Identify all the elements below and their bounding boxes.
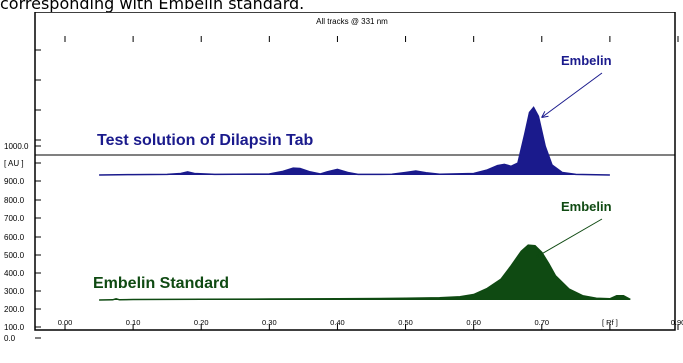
series-line-test bbox=[99, 106, 610, 176]
x-tick-label: 0.10 bbox=[126, 318, 141, 327]
peak-arrow-test bbox=[541, 72, 603, 118]
x-tick-label: 0.30 bbox=[262, 318, 277, 327]
x-tick-label: 0.60 bbox=[466, 318, 481, 327]
y-tick-label: 800.0 bbox=[4, 196, 25, 205]
x-tick-label: 0.20 bbox=[194, 318, 209, 327]
series-fill-standard bbox=[99, 245, 631, 300]
plot-frame bbox=[34, 11, 676, 331]
y-tick-label: 300.0 bbox=[4, 287, 25, 296]
series-line-standard bbox=[99, 244, 631, 301]
peak-label-standard: Embelin bbox=[561, 199, 612, 214]
chart-frame: All tracks @ 331 nm 1000.0 [ AU ] 900.0 800.… bbox=[0, 11, 683, 358]
series-name-standard: Embelin Standard bbox=[93, 275, 229, 292]
y-tick-label: 900.0 bbox=[4, 177, 25, 186]
y-tick-label: 400.0 bbox=[4, 269, 25, 278]
y-tick-label: 600.0 bbox=[4, 233, 25, 242]
y-tick-label: 200.0 bbox=[4, 305, 25, 314]
labels-layer: All tracks @ 331 nm 1000.0 [ AU ] 900.0 800.… bbox=[4, 17, 683, 343]
peak-arrowhead-test bbox=[541, 111, 549, 118]
peak-arrowhead-standard bbox=[535, 251, 544, 258]
series-name-test: Test solution of Dilapsin Tab bbox=[97, 132, 314, 149]
y-tick-label: 700.0 bbox=[4, 214, 25, 223]
x-tick-label: 0.70 bbox=[534, 318, 549, 327]
x-tick-label: 0.00 bbox=[58, 318, 73, 327]
y-tick-label: 1000.0 bbox=[4, 142, 29, 151]
caption-fragment: corresponding with Embelin standard. bbox=[0, 0, 305, 13]
chart-title: All tracks @ 331 nm bbox=[316, 17, 388, 26]
series-layer bbox=[99, 106, 631, 301]
x-axis-unit-label: [ Rf ] bbox=[602, 318, 618, 327]
y-tick-label: 0.0 bbox=[4, 334, 16, 343]
chromatogram-chart: All tracks @ 331 nm 1000.0 [ AU ] 900.0 800.… bbox=[4, 11, 683, 343]
peak-label-test: Embelin bbox=[561, 53, 612, 68]
y-axis-unit-label: [ AU ] bbox=[4, 159, 24, 168]
y-tick-label: 100.0 bbox=[4, 323, 25, 332]
y-tick-label: 500.0 bbox=[4, 251, 25, 260]
x-tick-label: 0.90 bbox=[671, 318, 683, 327]
axes-layer bbox=[34, 11, 679, 339]
peak-arrow-standard bbox=[535, 218, 603, 258]
x-tick-label: 0.50 bbox=[398, 318, 413, 327]
x-tick-label: 0.40 bbox=[330, 318, 345, 327]
